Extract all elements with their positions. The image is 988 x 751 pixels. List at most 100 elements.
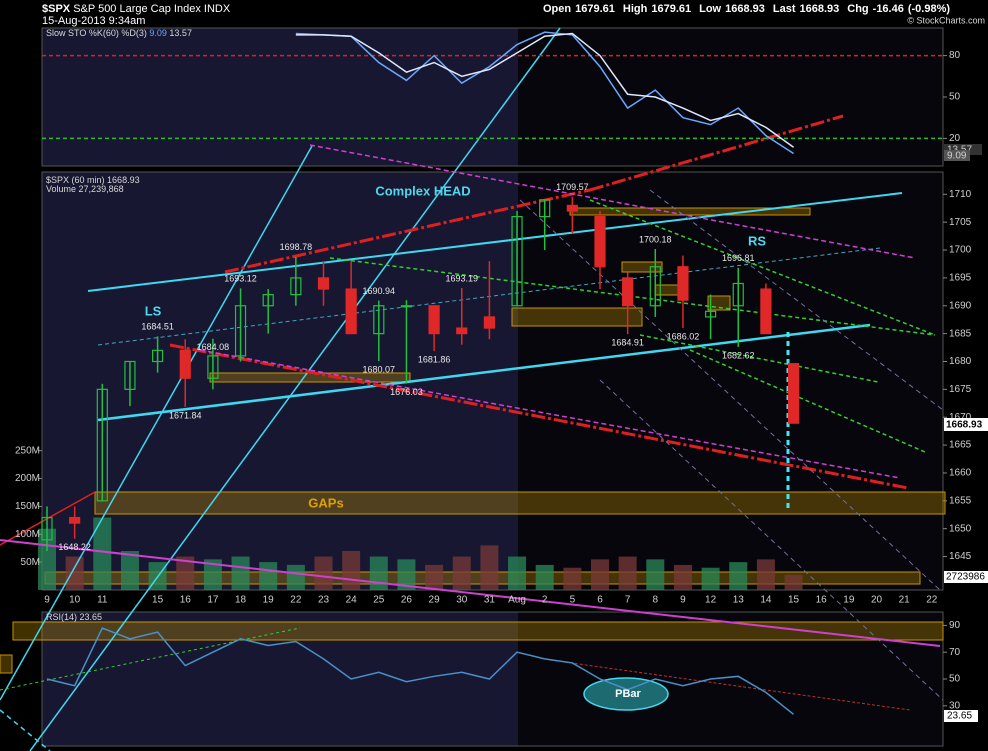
volume-bar [701, 567, 720, 590]
candle-body [400, 305, 413, 308]
candle-body [511, 215, 523, 307]
volume-bar [535, 564, 554, 590]
series-line [295, 31, 794, 155]
volume-bar [342, 550, 361, 590]
price-label: 1680.07 [363, 364, 396, 374]
volume-bar [259, 562, 278, 590]
x-tick-label: 26 [401, 595, 413, 606]
candle-body [483, 316, 495, 329]
price-label: 1693.12 [224, 274, 257, 284]
quote-value: -16.46 [873, 3, 904, 15]
x-tick-label: 13 [733, 595, 745, 606]
candle-body [317, 277, 330, 290]
exchange: INDX [204, 3, 231, 15]
volume-bar [673, 564, 692, 590]
price-label: 1671.84 [169, 410, 202, 420]
quote-label: Open [543, 3, 571, 15]
price-label: 1684.51 [141, 322, 174, 332]
gap-box [12, 621, 944, 641]
trendline [87, 192, 903, 292]
panel-bg [518, 172, 943, 590]
volume-bar [563, 567, 582, 590]
x-tick-label: 9 [44, 595, 50, 606]
candle-body [262, 294, 274, 307]
price-last: 1668.93 [107, 175, 140, 185]
quote-label: Chg [847, 3, 868, 15]
x-tick-label: 7 [625, 595, 631, 606]
y-tick-label: 1680 [949, 356, 972, 367]
y-tick-label: 20 [949, 133, 961, 144]
trendline [0, 145, 313, 701]
y-tick-label: 80 [949, 50, 961, 61]
series-line [46, 627, 795, 715]
candle-body [594, 215, 606, 268]
last-volume-box: 2723986 [946, 572, 985, 583]
price-label: 1696.81 [722, 253, 755, 263]
candle-body [787, 363, 800, 424]
candle-body [96, 388, 108, 502]
y-tick-label: 50 [949, 674, 961, 685]
name: S&P 500 Large Cap Index [73, 3, 201, 15]
y-tick-label: 1700 [949, 245, 972, 256]
x-tick-label: 25 [373, 595, 385, 606]
volume-title: Volume [46, 184, 76, 194]
candle-body [41, 516, 53, 541]
y-tick-label: 1710 [949, 189, 972, 200]
volume-bar [425, 564, 444, 590]
trendline [589, 199, 936, 336]
y-tick-label: 1670 [949, 412, 972, 423]
panel-title: Slow STO %K(60) %D(3) 9.09 13.57 [46, 28, 192, 38]
x-tick-label: 2 [542, 595, 548, 606]
candle-body [456, 327, 468, 335]
trendline [639, 334, 879, 383]
quote-label: Low [699, 3, 721, 15]
price-label: 1700.18 [639, 234, 672, 244]
x-tick-label: 21 [899, 595, 911, 606]
x-tick-label: 18 [235, 595, 247, 606]
x-tick-label: 22 [926, 595, 938, 606]
y-tick-label: 50 [949, 92, 961, 103]
trendline [29, 27, 561, 751]
volume-bar [508, 556, 527, 590]
price-label: 1686.02 [667, 331, 700, 341]
x-tick-label: 11 [97, 595, 108, 606]
price-label: 1648.22 [58, 542, 91, 552]
candle-body [704, 310, 717, 318]
y-tick-label: 1685 [949, 328, 972, 339]
quote-value: 1679.61 [651, 3, 691, 15]
candle-body [428, 305, 440, 335]
sto-k-last: 9.09 [149, 28, 167, 38]
x-tick-label: 23 [318, 595, 330, 606]
candle-body [539, 199, 551, 218]
quote-label: High [623, 3, 648, 15]
y-tick-label: 1665 [949, 440, 972, 451]
trendline [689, 349, 926, 453]
gap-box [654, 284, 681, 296]
x-tick-label: 19 [843, 595, 855, 606]
series-line [295, 32, 794, 148]
x-tick-label: 5 [570, 595, 576, 606]
sto-k-box: 9.09 [947, 151, 967, 162]
rsi-box: 23.65 [947, 711, 972, 722]
trendline [0, 539, 941, 647]
price-label: 1698.78 [280, 242, 313, 252]
x-tick-label: 31 [484, 595, 496, 606]
annotation: GAPs [308, 495, 343, 510]
candle-body [152, 349, 164, 363]
annotation: RS [748, 233, 766, 248]
timestamp: 15-Aug-2013 9:34am [42, 15, 145, 27]
annotation: PBar [615, 688, 641, 700]
value-box [944, 418, 988, 431]
volume-bar [591, 559, 609, 590]
volume-bar [729, 562, 748, 590]
x-tick-label: Aug [508, 595, 526, 606]
annotation: Complex HEAD [375, 183, 470, 198]
volume-bar [93, 517, 112, 590]
x-tick-label: 24 [346, 595, 358, 606]
last-price-box: 1668.93 [946, 420, 983, 431]
gap-box [94, 491, 946, 515]
candle-body [677, 266, 689, 301]
candle-body [124, 360, 136, 390]
